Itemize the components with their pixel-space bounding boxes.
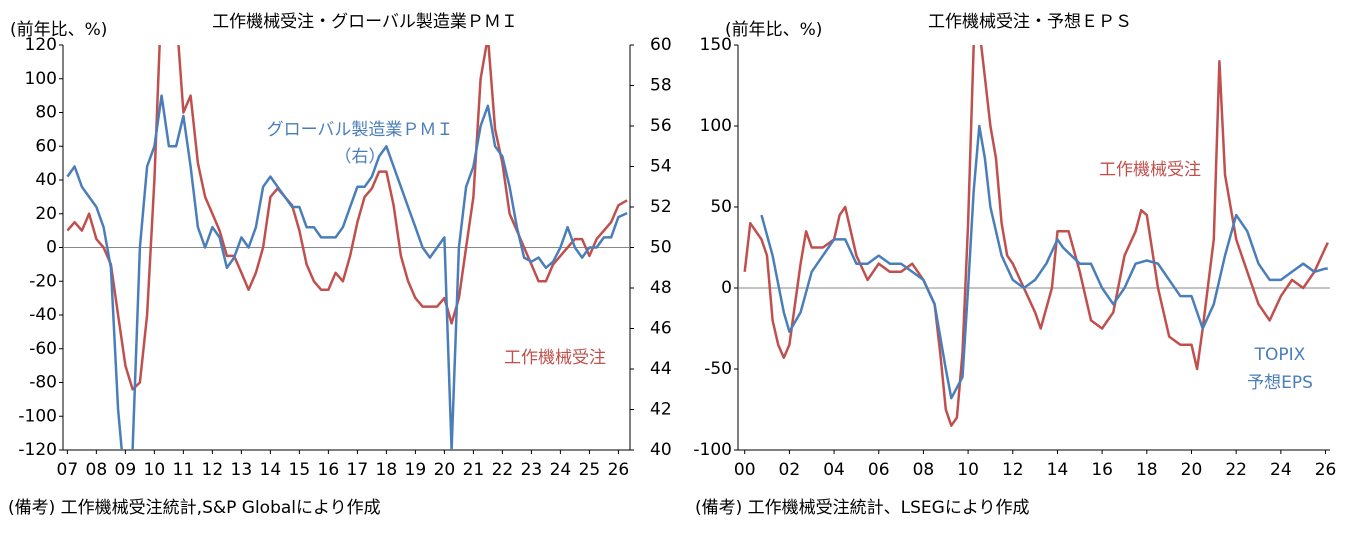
y2-tick-label: 56 — [650, 116, 672, 136]
x-tick-label: 11 — [173, 460, 195, 480]
x-tick-label: 22 — [492, 460, 514, 480]
y-tick-label: 40 — [35, 170, 57, 190]
y-tick-label: 20 — [35, 204, 57, 224]
chart-title: 工作機械受注・予想ＥＰＳ — [928, 12, 1132, 32]
x-tick-label: 13 — [231, 460, 253, 480]
y-tick-label: -40 — [29, 305, 57, 325]
y-tick-label: -120 — [18, 440, 57, 460]
y-tick-label: 60 — [35, 136, 57, 156]
x-tick-label: 25 — [579, 460, 601, 480]
y-tick-label: 120 — [25, 35, 57, 55]
y-tick-label: -60 — [29, 339, 57, 359]
annotation: （右） — [335, 147, 386, 167]
x-tick-label: 23 — [521, 460, 543, 480]
series-line — [66, 45, 628, 391]
annotation: 工作機械受注 — [504, 348, 606, 368]
note: (備考) 工作機械受注統計、LSEGにより作成 — [695, 498, 1030, 518]
x-tick-label: 16 — [1091, 460, 1113, 480]
chart-title: 工作機械受注・グローバル製造業ＰＭＩ — [212, 12, 518, 32]
annotation: グローバル製造業ＰＭＩ — [267, 120, 454, 140]
x-tick-label: 20 — [434, 460, 456, 480]
annotation: TOPIX — [1254, 345, 1306, 365]
x-tick-label: 06 — [868, 460, 890, 480]
y2-tick-label: 46 — [650, 319, 672, 339]
y-axis-label: (前年比、%) — [725, 20, 822, 40]
y2-tick-label: 40 — [650, 440, 672, 460]
x-tick-label: 22 — [1225, 460, 1247, 480]
y-tick-label: 80 — [35, 103, 57, 123]
series-line — [760, 124, 1328, 400]
note: (備考) 工作機械受注統計,S&P Globalにより作成 — [8, 498, 381, 518]
annotation: 予想EPS — [1247, 373, 1313, 393]
x-tick-label: 14 — [1047, 460, 1069, 480]
y-tick-label: 0 — [46, 238, 57, 258]
y-tick-label: 100 — [25, 69, 57, 89]
y-tick-label: 50 — [710, 197, 732, 217]
y2-tick-label: 60 — [650, 35, 672, 55]
x-tick-label: 17 — [347, 460, 369, 480]
x-tick-label: 21 — [463, 460, 485, 480]
x-tick-label: 18 — [376, 460, 398, 480]
x-tick-label: 19 — [405, 460, 427, 480]
x-tick-label: 16 — [318, 460, 340, 480]
y-tick-label: -80 — [29, 373, 57, 393]
x-tick-label: 24 — [550, 460, 572, 480]
x-tick-label: 14 — [260, 460, 282, 480]
x-tick-label: 08 — [86, 460, 108, 480]
x-tick-label: 08 — [913, 460, 935, 480]
x-tick-label: 26 — [608, 460, 630, 480]
y2-tick-label: 48 — [650, 278, 672, 298]
y2-tick-label: 44 — [650, 359, 672, 379]
y-tick-label: -100 — [18, 406, 57, 426]
y2-tick-label: 58 — [650, 76, 672, 96]
x-tick-label: 12 — [1002, 460, 1024, 480]
x-tick-label: 24 — [1270, 460, 1292, 480]
x-tick-label: 12 — [202, 460, 224, 480]
x-tick-label: 10 — [144, 460, 166, 480]
y-tick-label: 100 — [700, 116, 732, 136]
y-tick-label: 0 — [721, 278, 732, 298]
y-tick-label: 150 — [700, 35, 732, 55]
x-tick-label: 18 — [1136, 460, 1158, 480]
x-tick-label: 10 — [957, 460, 979, 480]
series-line — [66, 94, 628, 450]
x-tick-label: 00 — [734, 460, 756, 480]
annotation: 工作機械受注 — [1099, 160, 1201, 180]
x-tick-label: 04 — [823, 460, 845, 480]
x-tick-label: 15 — [289, 460, 311, 480]
series-line — [743, 45, 1329, 427]
y2-tick-label: 52 — [650, 197, 672, 217]
y-axis-label: (前年比、%) — [10, 20, 107, 40]
y-tick-label: -20 — [29, 271, 57, 291]
y-tick-label: -50 — [704, 359, 732, 379]
y-tick-label: -100 — [693, 440, 732, 460]
y2-tick-label: 54 — [650, 157, 672, 177]
x-tick-label: 09 — [115, 460, 137, 480]
y2-tick-label: 50 — [650, 238, 672, 258]
x-tick-label: 20 — [1181, 460, 1203, 480]
x-tick-label: 26 — [1315, 460, 1337, 480]
x-tick-label: 07 — [57, 460, 79, 480]
y2-tick-label: 42 — [650, 400, 672, 420]
x-tick-label: 02 — [779, 460, 801, 480]
